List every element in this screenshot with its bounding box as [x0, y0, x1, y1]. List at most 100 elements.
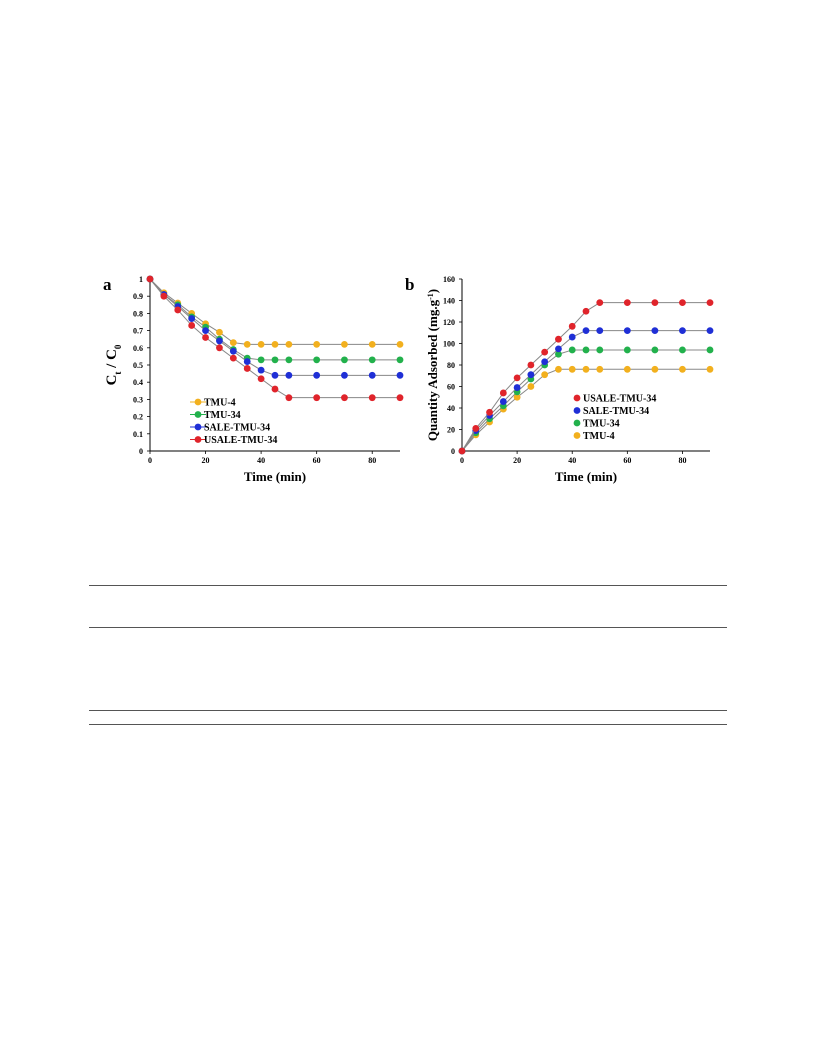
panel-b-x-tick-label: 20 [513, 456, 521, 465]
panel-b-point-sale-tmu-34 [555, 345, 562, 353]
panel-b-x-tick-label: 0 [460, 456, 464, 465]
panel-a-point-tmu-34 [341, 356, 348, 364]
panel-a-point-tmu-4 [216, 328, 223, 336]
panel-a-legend-marker-usale-tmu-34 [194, 436, 202, 443]
panel-b-legend-label-tmu-4: TMU-4 [583, 431, 615, 442]
panel-b-point-tmu-4 [706, 365, 714, 373]
panel-a-point-tmu-34 [396, 356, 404, 364]
panel-a-point-usale-tmu-34 [174, 306, 182, 314]
panel-b-letter: b [405, 275, 414, 294]
panel-b-point-usale-tmu-34 [541, 348, 549, 356]
panel-b-point-sale-tmu-34 [706, 327, 714, 334]
panel-a-point-usale-tmu-34 [341, 394, 348, 402]
panel-a-y-tick-label: 0.8 [133, 309, 143, 318]
panel-b-point-usale-tmu-34 [679, 299, 686, 307]
panel-a-series-line-usale-tmu-34 [149, 278, 400, 399]
panel-a-point-usale-tmu-34 [368, 394, 376, 402]
panel-b-point-sale-tmu-34 [651, 327, 659, 334]
panel-a-point-sale-tmu-34 [229, 347, 237, 355]
panel-a-point-sale-tmu-34 [216, 337, 223, 345]
panel-a-point-tmu-4 [285, 340, 293, 348]
panel-a-point-tmu-4 [257, 340, 265, 348]
panel-a-legend-marker-tmu-34 [194, 411, 202, 418]
panel-a-point-tmu-4 [243, 340, 251, 348]
panel-b-y-tick-label: 80 [447, 361, 455, 370]
panel-a-point-tmu-4 [313, 340, 321, 348]
panel-b-y-tick-label: 60 [447, 383, 455, 392]
panel-b-legend-label-tmu-34: TMU-34 [583, 419, 620, 430]
panel-a-point-tmu-34 [271, 356, 279, 364]
panel-b-point-usale-tmu-34 [486, 408, 493, 416]
panel-b-point-tmu-34 [679, 346, 686, 354]
panel-b-point-sale-tmu-34 [568, 333, 576, 341]
panel-a-x-tick-label: 80 [368, 456, 376, 465]
panel-b-x-axis-title: Time (min) [555, 469, 617, 484]
panel-b-legend-marker-sale-tmu-34 [573, 407, 581, 414]
panel-b-legend-marker-tmu-34 [573, 419, 581, 427]
panel-b-point-usale-tmu-34 [651, 299, 659, 307]
panel-a-y-tick-label: 0 [139, 447, 143, 456]
panel-b-point-tmu-4 [623, 365, 631, 373]
panel-a-y-tick-label: 0.7 [133, 327, 143, 336]
panel-b-y-tick-label: 140 [443, 297, 455, 306]
panel-a-point-sale-tmu-34 [341, 371, 348, 379]
panel-b-point-sale-tmu-34 [679, 327, 686, 334]
panel-a-y-tick-label: 0.9 [133, 292, 143, 301]
panel-a-x-axis-title: Time (min) [244, 469, 306, 484]
panel-a-point-sale-tmu-34 [396, 371, 404, 379]
panel-a-x-tick-label: 0 [148, 456, 152, 465]
panel-a-point-tmu-4 [229, 339, 237, 347]
panel-a-point-sale-tmu-34 [313, 371, 321, 379]
panel-a-y-tick-label: 0.1 [133, 430, 143, 439]
panel-b-point-usale-tmu-34 [568, 322, 576, 330]
panel-a-point-tmu-34 [257, 356, 265, 364]
panel-b-point-usale-tmu-34 [499, 389, 507, 397]
panel-a-point-tmu-34 [368, 356, 376, 364]
panel-b-point-tmu-34 [568, 346, 576, 354]
panel-a-point-tmu-34 [285, 356, 293, 364]
panel-a-x-tick-label: 60 [313, 456, 321, 465]
panel-a-point-usale-tmu-34 [229, 354, 237, 362]
panel-a-point-usale-tmu-34 [188, 322, 196, 329]
figure-svg: 0 20 40 60 80 0 0.1 0.2 0.3 0.4 0.5 0.6 0.7 0.8 0.9 1 a T… [103, 275, 714, 484]
panel-b-chart: 0 20 40 60 80 0 20 40 60 80 100 120 140 160 b Time (min… [405, 275, 714, 484]
panel-b-point-usale-tmu-34 [555, 335, 562, 343]
panel-a-point-usale-tmu-34 [216, 344, 223, 352]
panel-b-point-usale-tmu-34 [596, 299, 604, 307]
panel-a-point-tmu-4 [396, 340, 404, 348]
table-body-rule [89, 710, 727, 711]
panel-a-point-sale-tmu-34 [188, 315, 196, 322]
panel-b-point-tmu-4 [568, 365, 576, 373]
panel-a-y-tick-label: 0.3 [133, 395, 143, 404]
panel-b-point-sale-tmu-34 [527, 371, 535, 379]
panel-a-point-sale-tmu-34 [243, 358, 251, 365]
panel-a-y-tick-label: 0.2 [133, 413, 143, 422]
panel-a-point-tmu-4 [368, 340, 376, 348]
panel-b-point-tmu-4 [541, 371, 549, 379]
panel-a-point-usale-tmu-34 [146, 275, 154, 283]
panel-a-point-usale-tmu-34 [243, 365, 251, 372]
panel-a-point-sale-tmu-34 [202, 327, 209, 334]
panel-b-point-tmu-34 [651, 346, 659, 354]
panel-a-point-usale-tmu-34 [313, 394, 321, 402]
panel-b-point-tmu-34 [582, 346, 590, 354]
panel-b-point-sale-tmu-34 [513, 384, 521, 391]
panel-b-point-usale-tmu-34 [623, 299, 631, 307]
panel-b-point-tmu-4 [679, 365, 686, 373]
panel-b-point-usale-tmu-34 [582, 307, 590, 315]
panel-a-point-usale-tmu-34 [396, 394, 404, 402]
panel-a-series-line-tmu-4 [149, 278, 400, 345]
panel-a-point-usale-tmu-34 [160, 292, 168, 300]
panel-b-y-tick-label: 20 [447, 426, 455, 435]
panel-b-point-tmu-34 [706, 346, 714, 354]
panel-a-letter: a [103, 275, 112, 294]
panel-a-y-axis-title: Ct / C0 [104, 344, 123, 385]
panel-b-y-tick-label: 0 [451, 447, 455, 456]
panel-b-legend-marker-tmu-4 [573, 432, 581, 439]
panel-a-point-usale-tmu-34 [257, 375, 265, 383]
panel-a-point-tmu-4 [271, 340, 279, 348]
panel-a-legend-marker-tmu-4 [194, 398, 202, 406]
panel-b-point-usale-tmu-34 [527, 361, 535, 369]
